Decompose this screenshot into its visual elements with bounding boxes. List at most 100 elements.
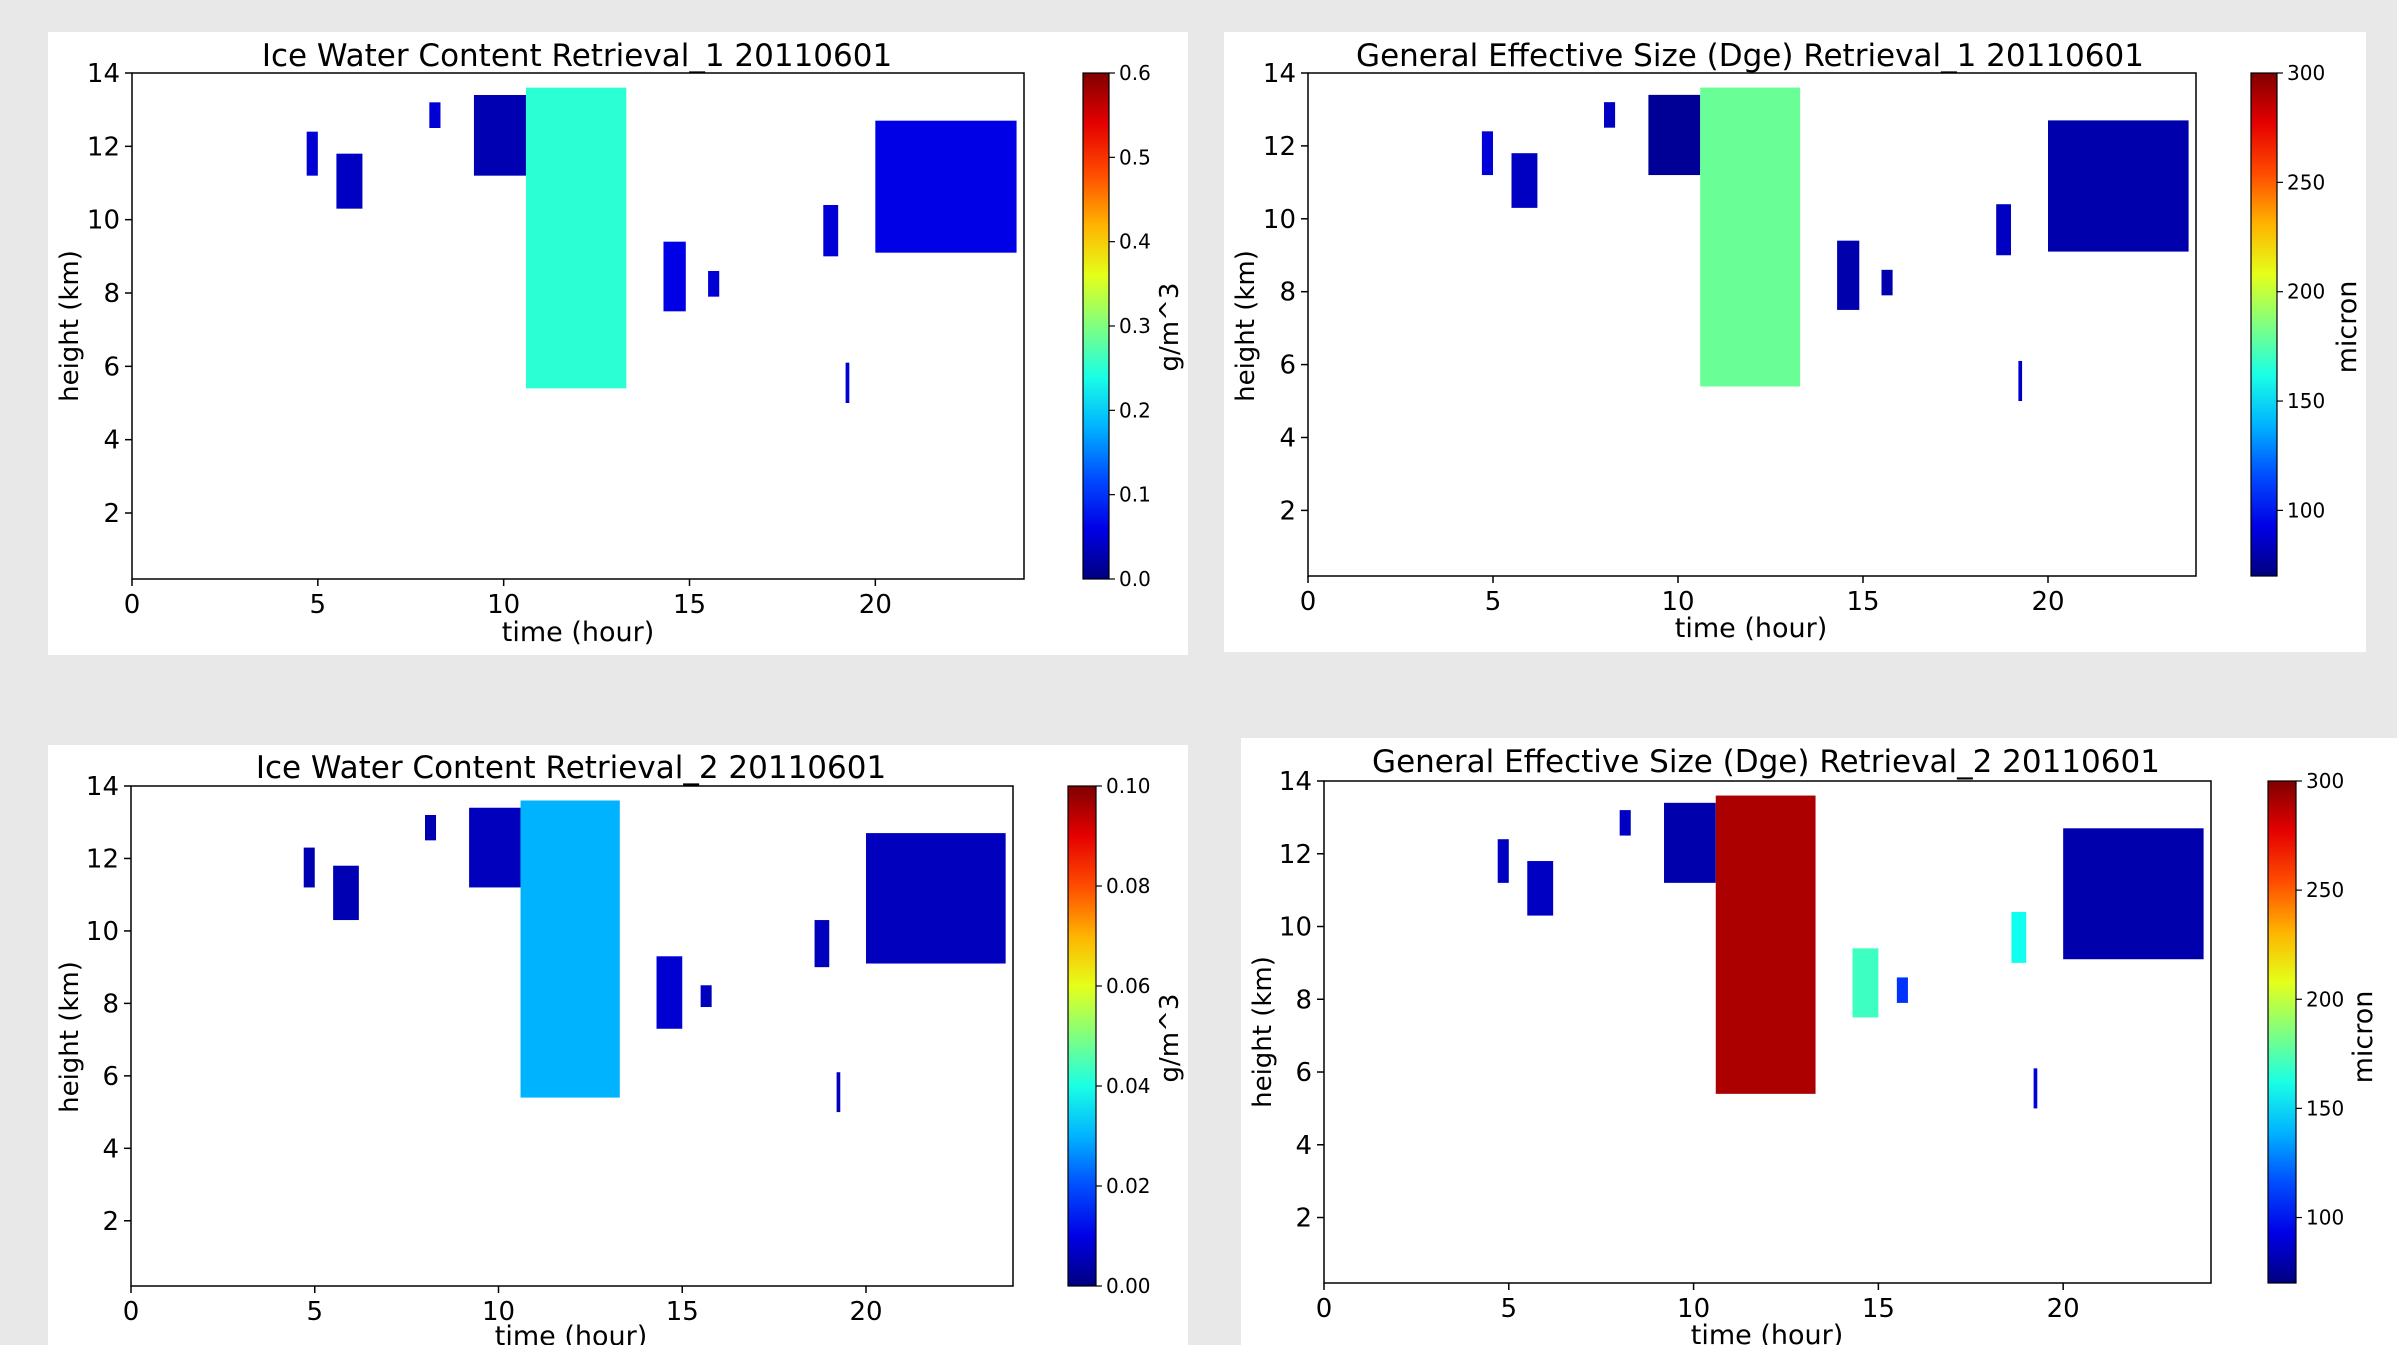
x-tick-label: 15 <box>1862 1294 1895 1324</box>
cloud-feature <box>656 956 683 1029</box>
cloud-feature <box>823 205 839 257</box>
cloud-feature <box>814 920 830 968</box>
x-tick-label: 10 <box>1661 587 1694 617</box>
y-tick-label: 12 <box>87 132 120 162</box>
y-axis-label: height (km) <box>55 250 85 402</box>
cloud-feature <box>875 120 1017 253</box>
y-tick-label: 4 <box>103 426 120 456</box>
y-tick-label: 8 <box>102 989 119 1019</box>
y-tick-label: 14 <box>86 772 119 802</box>
y-tick-label: 8 <box>1279 278 1296 308</box>
colorbar-tick-label: 250 <box>2306 878 2344 902</box>
y-tick-label: 14 <box>87 59 120 89</box>
y-tick-label: 4 <box>1279 423 1296 453</box>
x-tick-label: 15 <box>666 1297 699 1327</box>
x-axis-label: time (hour) <box>1675 613 1828 644</box>
colorbar-tick-label: 250 <box>2287 170 2325 194</box>
x-tick-label: 10 <box>482 1297 515 1327</box>
cloud-feature <box>866 833 1006 964</box>
y-tick-label: 2 <box>1295 1204 1312 1234</box>
x-tick-label: 20 <box>2047 1294 2080 1324</box>
colorbar-tick-label: 150 <box>2306 1096 2344 1120</box>
cloud-feature <box>306 131 318 176</box>
y-axis-label: height (km) <box>1231 250 1261 402</box>
x-tick-label: 20 <box>859 590 892 620</box>
panel-iwc-retrieval-1: Ice Water Content Retrieval_1 20110601 0… <box>48 32 1188 655</box>
cloud-feature <box>1996 204 2011 256</box>
x-axis: 0 5 10 15 20 <box>123 1286 883 1327</box>
y-tick-label: 6 <box>1279 351 1296 381</box>
panel-iwc-retrieval-2: Ice Water Content Retrieval_2 20110601 0… <box>48 745 1188 1345</box>
cloud-feature <box>2011 911 2027 963</box>
y-tick-label: 10 <box>1279 913 1312 943</box>
colorbar-tick-label: 200 <box>2306 987 2344 1011</box>
panel-background <box>1241 738 2397 1345</box>
chart-title: General Effective Size (Dge) Retrieval_1… <box>1356 38 2144 74</box>
panel-dge-retrieval-2: General Effective Size (Dge) Retrieval_2… <box>1241 738 2397 1345</box>
colorbar-tick-label: 0.10 <box>1106 774 1151 798</box>
x-tick-label: 10 <box>1677 1294 1710 1324</box>
y-tick-label: 14 <box>1263 59 1296 89</box>
plot-area <box>303 800 1006 1113</box>
x-axis-label: time (hour) <box>495 1321 648 1345</box>
cloud-feature <box>333 865 359 921</box>
colorbar: 100 150 200 250 300 <box>2250 61 2325 577</box>
cloud-feature <box>1715 795 1816 1094</box>
cloud-feature <box>473 95 526 176</box>
x-tick-label: 5 <box>310 590 327 620</box>
colorbar-tick-label: 0.6 <box>1119 61 1151 85</box>
colorbar-tick-label: 0.3 <box>1119 314 1151 338</box>
colorbar: 100 150 200 250 300 <box>2267 769 2344 1284</box>
y-tick-label: 10 <box>86 917 119 947</box>
cloud-feature <box>1852 948 1879 1018</box>
cloud-feature <box>2033 1068 2038 1109</box>
colorbar-gradient <box>1067 785 1097 1287</box>
colorbar-label: micron <box>2332 281 2363 374</box>
cloud-feature <box>1511 153 1538 208</box>
cloud-feature <box>2018 360 2023 402</box>
colorbar-tick-label: 0.5 <box>1119 145 1151 169</box>
x-tick-label: 0 <box>1316 1294 1333 1324</box>
x-tick-label: 0 <box>124 590 141 620</box>
colorbar-tick-label: 300 <box>2287 61 2325 85</box>
y-tick-label: 8 <box>1295 985 1312 1015</box>
cloud-feature <box>2048 120 2189 252</box>
y-tick-label: 8 <box>103 279 120 309</box>
cloud-feature <box>520 800 620 1098</box>
cloud-feature <box>663 241 686 312</box>
y-tick-label: 14 <box>1279 767 1312 797</box>
colorbar-label: g/m^3 <box>1155 283 1185 372</box>
x-axis: 0 5 10 15 20 <box>1316 1283 2080 1324</box>
colorbar-gradient <box>2250 72 2278 577</box>
cloud-feature <box>525 87 627 389</box>
cloud-feature <box>2063 828 2204 960</box>
y-tick-label: 10 <box>87 206 120 236</box>
colorbar-label: g/m^3 <box>1155 994 1185 1083</box>
y-tick-label: 2 <box>102 1207 119 1237</box>
colorbar-label: micron <box>2348 991 2379 1084</box>
cloud-feature <box>1837 240 1860 310</box>
plot-frame <box>130 785 1014 1287</box>
cloud-feature <box>429 102 441 128</box>
x-tick-label: 20 <box>849 1297 882 1327</box>
cloud-feature <box>1604 102 1616 128</box>
cloud-feature <box>1497 839 1509 883</box>
colorbar-tick-label: 0.04 <box>1106 1074 1151 1098</box>
x-axis-label: time (hour) <box>502 617 655 648</box>
cloud-feature <box>1896 977 1908 1003</box>
y-tick-label: 12 <box>86 844 119 874</box>
cloud-feature <box>1481 131 1493 176</box>
y-tick-label: 10 <box>1263 205 1296 235</box>
cloud-feature <box>1664 802 1716 883</box>
colorbar-tick-label: 100 <box>2306 1206 2344 1230</box>
colorbar-tick-label: 0.02 <box>1106 1174 1151 1198</box>
colorbar-tick-label: 100 <box>2287 498 2325 522</box>
x-tick-label: 0 <box>1300 587 1317 617</box>
cloud-feature <box>700 985 712 1008</box>
x-tick-label: 10 <box>487 590 520 620</box>
y-axis: 2 4 6 8 10 12 14 <box>87 59 132 529</box>
y-tick-label: 6 <box>1295 1058 1312 1088</box>
colorbar-gradient <box>2267 780 2297 1284</box>
x-tick-label: 5 <box>1501 1294 1518 1324</box>
